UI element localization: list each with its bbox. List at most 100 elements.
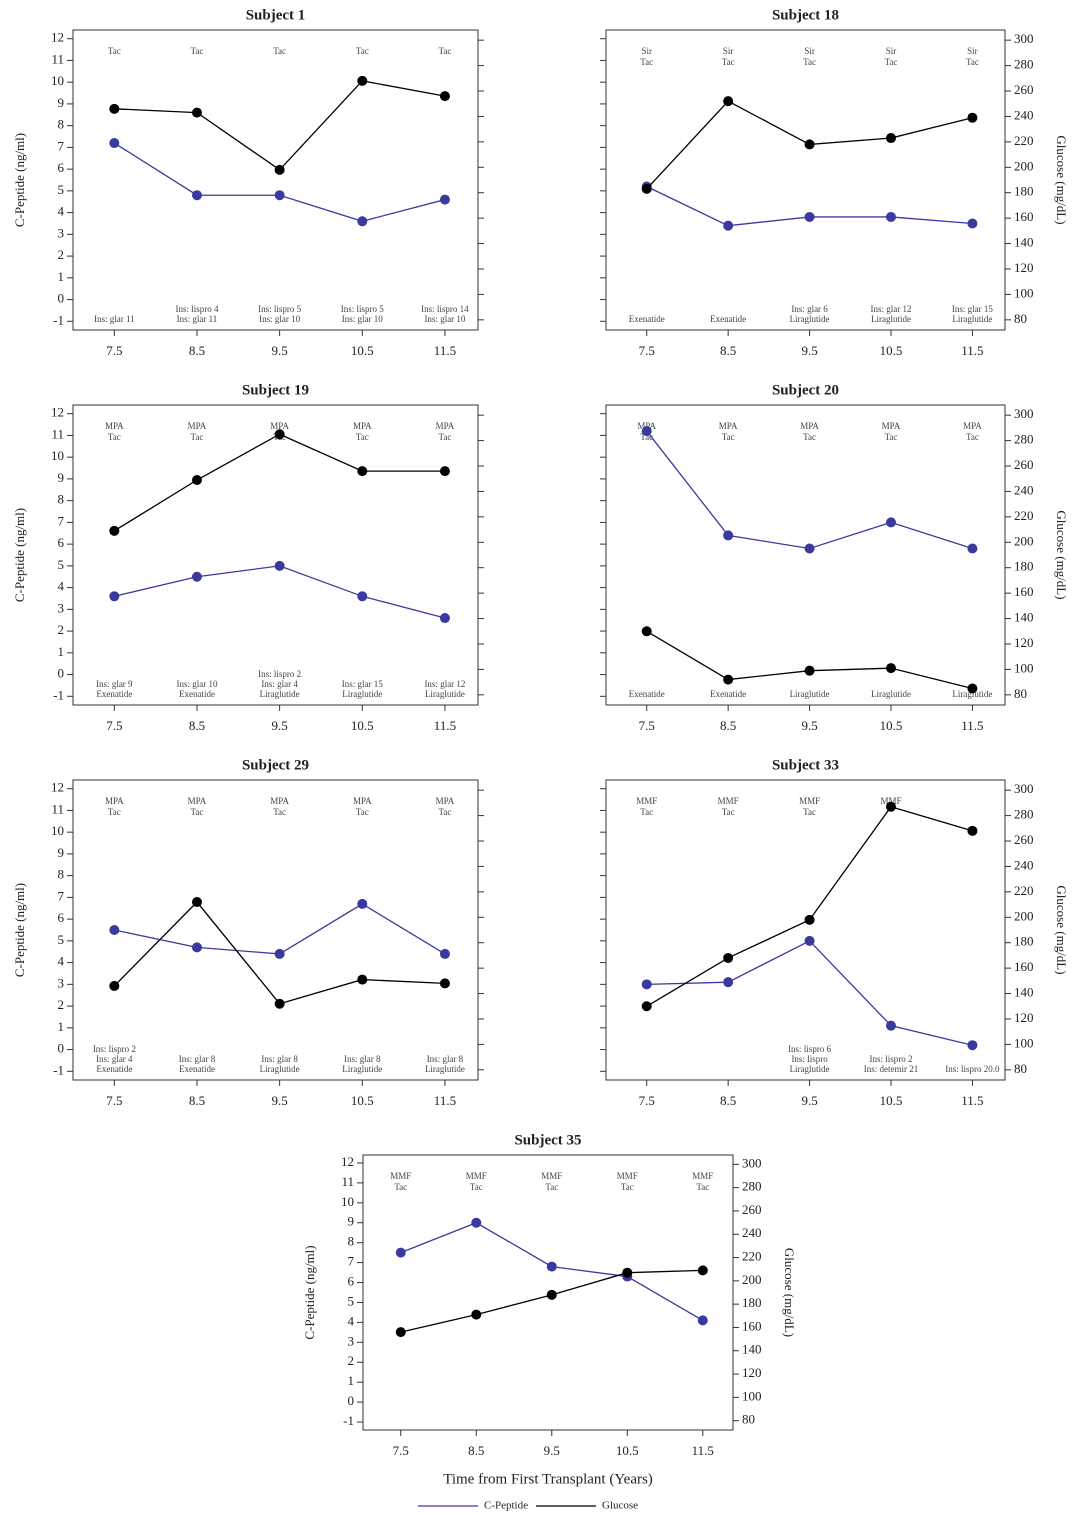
top-annotation: Tac xyxy=(356,46,369,56)
top-annotation: Tac xyxy=(191,432,204,442)
y-tick-label: 11 xyxy=(341,1174,354,1189)
bottom-annotation: Ins: glar 10 xyxy=(176,679,217,689)
plot-frame xyxy=(362,1154,734,1431)
legend-label: Glucose xyxy=(602,1500,638,1512)
y2-tick-label: 160 xyxy=(1014,959,1034,974)
y2-tick-label: 240 xyxy=(1014,482,1034,497)
data-point xyxy=(395,1327,406,1338)
bottom-annotation: Ins: lispro 5 xyxy=(258,304,302,314)
plot-frame xyxy=(72,29,479,331)
top-annotation: MMF xyxy=(390,1171,411,1181)
top-annotation: Tac xyxy=(108,432,121,442)
bottom-annotation: Ins: lispro 6 xyxy=(788,1044,832,1054)
y2-tick-label: 80 xyxy=(1014,1061,1027,1076)
y2-tick-label: 160 xyxy=(1014,584,1034,599)
x-tick-label: 8.5 xyxy=(720,1093,736,1108)
data-point xyxy=(804,665,815,676)
y-tick-label: 0 xyxy=(58,666,65,681)
panel-title: Subject 35 xyxy=(514,1132,581,1148)
y2-tick-label: 80 xyxy=(742,1412,755,1427)
x-axis-label: Time from First Transplant (Years) xyxy=(443,1471,653,1487)
data-point xyxy=(109,980,120,991)
x-tick-label: 10.5 xyxy=(351,1093,374,1108)
x-tick-label: 10.5 xyxy=(880,718,903,733)
top-annotation: Tac xyxy=(803,432,816,442)
series-line xyxy=(646,630,973,690)
panel-title: Subject 19 xyxy=(242,382,309,398)
x-tick-label: 9.5 xyxy=(272,1093,288,1108)
data-point xyxy=(967,683,978,694)
y2-tick-label: 140 xyxy=(1014,235,1034,250)
top-annotation: Tac xyxy=(439,46,452,56)
bottom-annotation: Ins: lispro 2 xyxy=(93,1044,136,1054)
series-line xyxy=(114,80,446,171)
legend-label: C-Peptide xyxy=(484,1500,528,1512)
y-tick-label: 3 xyxy=(58,975,65,990)
bottom-annotation: Ins: glar 8 xyxy=(344,1054,381,1064)
data-point xyxy=(723,220,734,231)
data-point xyxy=(439,194,450,205)
y-tick-label: 9 xyxy=(348,1214,355,1229)
bottom-annotation: Liraglutide xyxy=(425,1064,465,1074)
data-point xyxy=(723,96,734,107)
bottom-annotation: Liraglutide xyxy=(871,689,911,699)
y2-tick-label: 180 xyxy=(1014,934,1034,949)
data-point xyxy=(804,935,815,946)
data-point xyxy=(191,942,202,953)
data-point xyxy=(471,1309,482,1320)
top-annotation: Tac xyxy=(966,432,979,442)
y2-tick-label: 220 xyxy=(742,1249,762,1264)
data-point xyxy=(357,75,368,86)
data-point xyxy=(886,211,896,222)
y-tick-label: 10 xyxy=(51,823,64,838)
x-tick-label: 11.5 xyxy=(434,343,456,358)
bottom-annotation: Ins: glar 11 xyxy=(177,314,218,324)
data-point xyxy=(274,560,285,571)
data-point xyxy=(109,925,120,935)
x-tick-label: 8.5 xyxy=(468,1443,484,1458)
bottom-annotation: Ins: glar 15 xyxy=(952,304,993,314)
bottom-annotation: Liraglutide xyxy=(790,1064,830,1074)
top-annotation: Tac xyxy=(621,1182,634,1192)
bottom-annotation: Ins: glar 6 xyxy=(791,304,828,314)
y-tick-label: 4 xyxy=(58,204,65,219)
y2-tick-label: 200 xyxy=(1014,158,1034,173)
y-tick-label: 1 xyxy=(348,1373,355,1388)
y2-tick-label: 140 xyxy=(1014,610,1034,625)
data-point xyxy=(723,674,734,685)
y2-tick-label: 300 xyxy=(1014,406,1034,421)
y2-tick-label: 260 xyxy=(1014,82,1034,97)
bottom-annotation: Ins: lispro xyxy=(791,1054,828,1064)
bottom-annotation: Exenatide xyxy=(96,689,132,699)
bottom-annotation: Liraglutide xyxy=(260,689,300,699)
y2-tick-label: 100 xyxy=(1014,660,1034,675)
top-annotation: Tac xyxy=(439,432,452,442)
top-annotation: MPA xyxy=(436,796,455,806)
data-point xyxy=(357,591,368,602)
x-tick-label: 8.5 xyxy=(189,718,205,733)
bottom-annotation: Ins: glar 9 xyxy=(96,679,133,689)
y2-tick-label: 140 xyxy=(742,1342,762,1357)
top-annotation: Tac xyxy=(885,432,898,442)
plot-frame xyxy=(72,404,479,706)
y-tick-label: 8 xyxy=(58,117,65,132)
series-line xyxy=(400,1269,703,1333)
y2-tick-label: 240 xyxy=(742,1225,762,1240)
top-annotation: MPA xyxy=(436,421,455,431)
bottom-annotation: Ins: glar 4 xyxy=(261,679,298,689)
y-tick-label: 3 xyxy=(348,1333,355,1348)
x-tick-label: 11.5 xyxy=(692,1443,714,1458)
y2-tick-label: 280 xyxy=(1014,432,1034,447)
y2-axis-label: Glucose (mg/dL) xyxy=(1054,510,1069,599)
x-tick-label: 10.5 xyxy=(880,1093,903,1108)
series-line xyxy=(113,142,446,222)
bottom-annotation: Exenatide xyxy=(96,1064,132,1074)
top-annotation: Sir xyxy=(886,46,897,56)
y2-tick-label: 120 xyxy=(1014,1010,1034,1025)
y-tick-label: 2 xyxy=(348,1353,355,1368)
x-tick-label: 11.5 xyxy=(961,343,983,358)
bottom-annotation: Ins: glar 8 xyxy=(427,1054,464,1064)
y-tick-label: 8 xyxy=(58,492,65,507)
bottom-annotation: Liraglutide xyxy=(425,689,465,699)
top-annotation: MMF xyxy=(692,1171,713,1181)
